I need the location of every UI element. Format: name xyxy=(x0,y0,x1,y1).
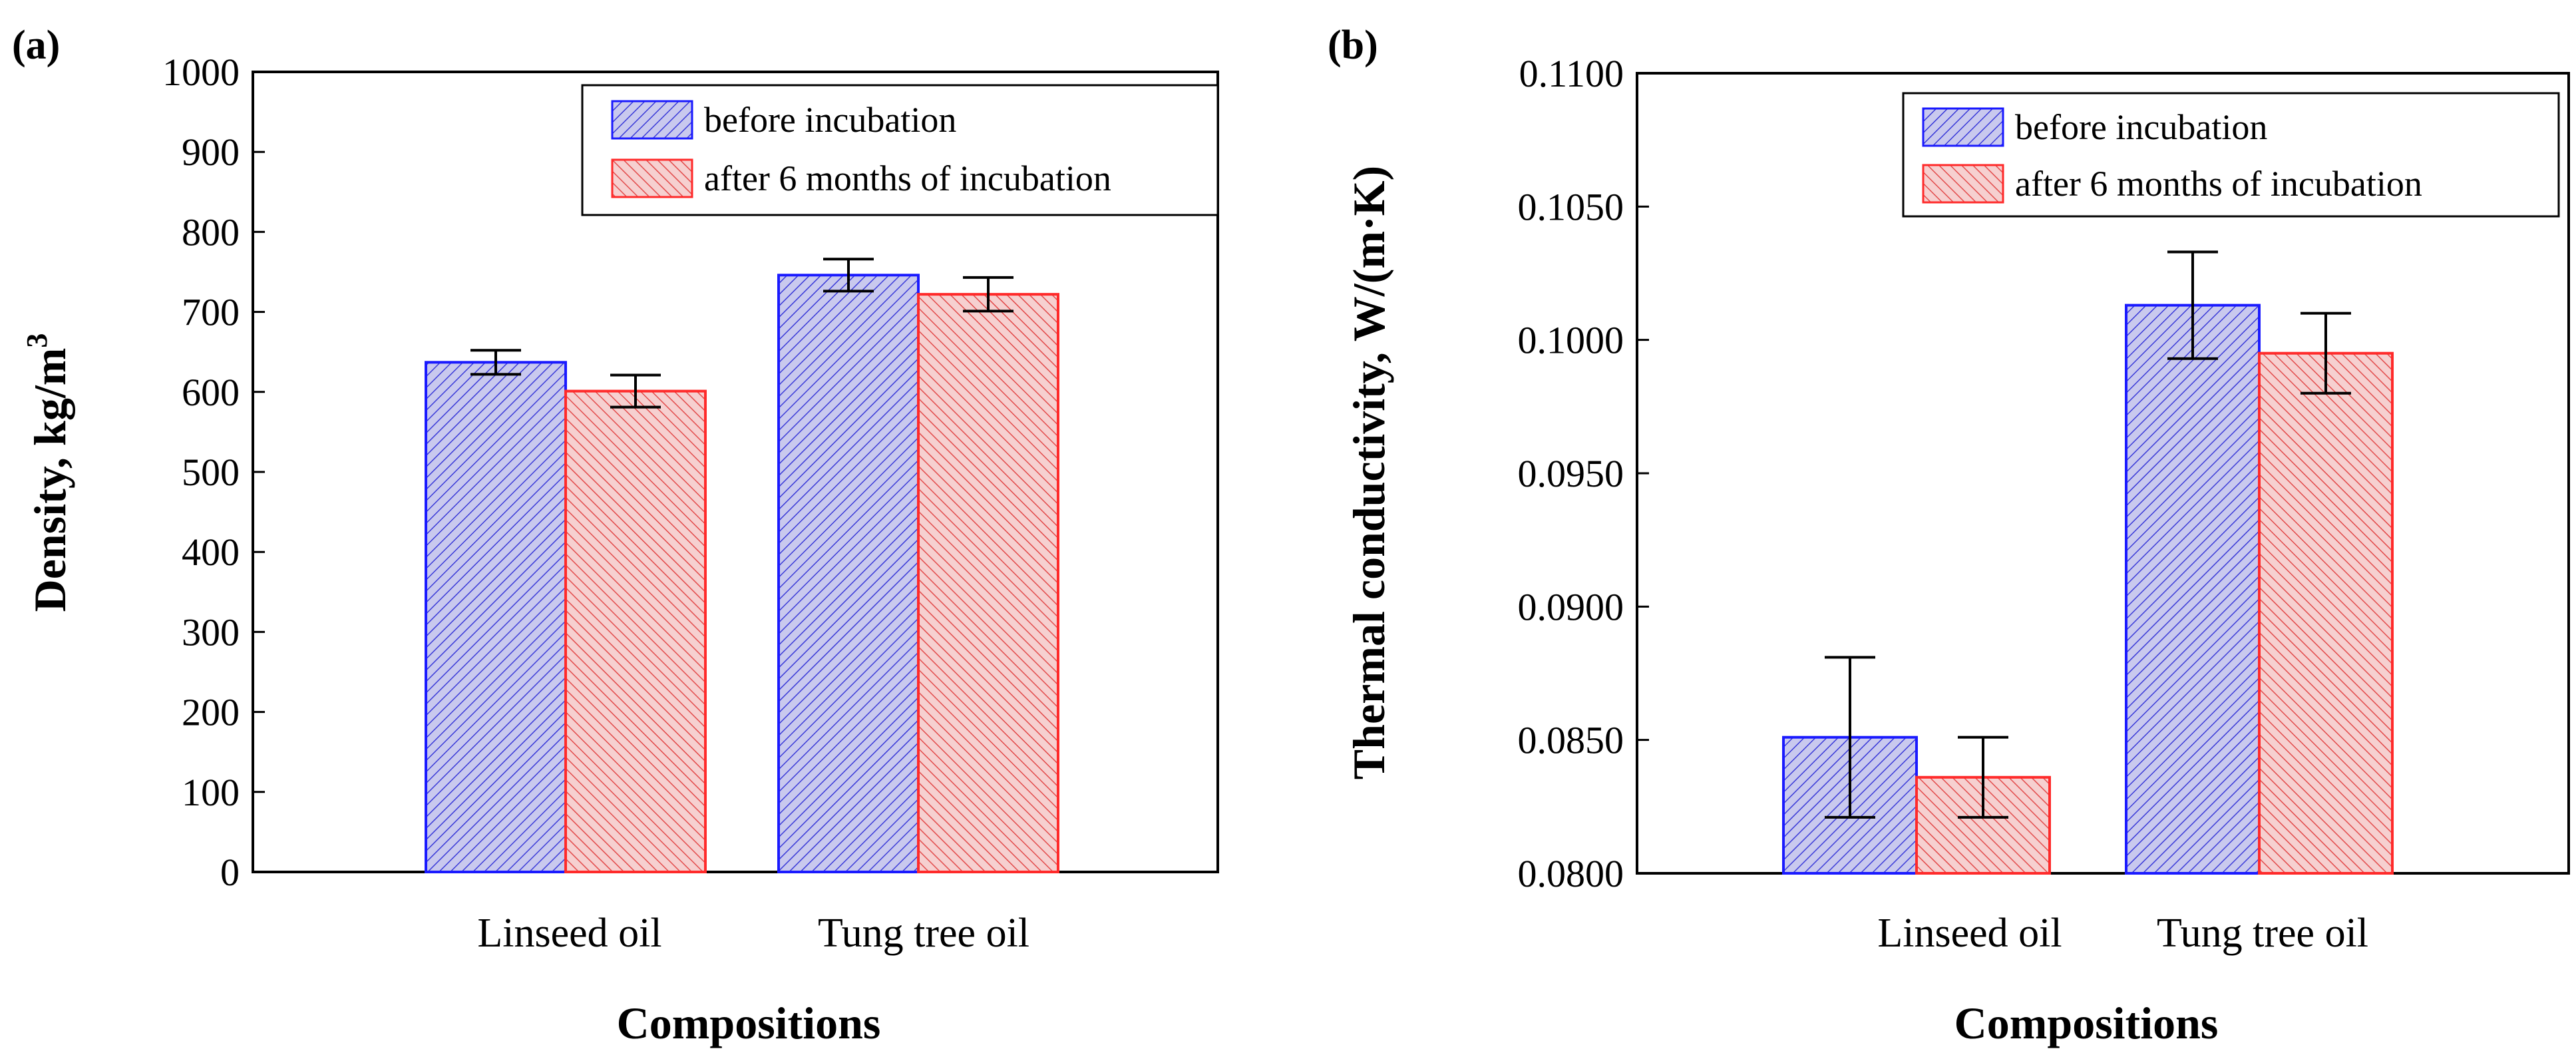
category-label-tung-b: Tung tree oil xyxy=(2157,911,2368,956)
bar-b-after-1 xyxy=(2258,351,2394,875)
error-bars-a xyxy=(470,258,1013,409)
legend-swatch-before-a xyxy=(611,100,693,140)
y-tick-label-a: 100 xyxy=(182,771,240,814)
y-tick-label-b: 0.0850 xyxy=(1518,719,1624,762)
y-tick-label-a: 600 xyxy=(182,371,240,414)
y-ticks-a: 0 100 200 300 400 500 600 700 800 900 1000 xyxy=(162,51,265,894)
y-tick-label-a: 700 xyxy=(182,291,240,334)
error-bars-b xyxy=(1825,250,2351,819)
legend-swatch-before-b xyxy=(1922,107,2004,147)
y-tick-label-a: 300 xyxy=(182,610,240,654)
bar-a-before-1 xyxy=(777,274,920,874)
legend-before-b: before incubation xyxy=(2015,107,2267,147)
y-tick-label-b: 0.1000 xyxy=(1518,319,1624,362)
category-label-tung-a: Tung tree oil xyxy=(818,911,1029,956)
x-axis-label-b: Compositions xyxy=(1954,998,2219,1048)
bar-a-after-1 xyxy=(917,293,1059,873)
y-ticks-b: 0.0800 0.0850 0.0900 0.0950 0.1000 0.1050 0.11… xyxy=(1518,52,1649,895)
svg-text:Density, kg/m3: Density, kg/m3 xyxy=(21,333,75,612)
y-tick-label-a: 200 xyxy=(182,691,240,734)
bars-a xyxy=(425,274,1059,874)
y-tick-label-a: 800 xyxy=(182,210,240,254)
y-tick-label-b: 0.0900 xyxy=(1518,585,1624,628)
y-axis-label-b-text: Thermal conductivity, W/(m·K) xyxy=(1344,166,1394,779)
y-tick-label-a: 0 xyxy=(220,851,240,894)
panel-label-b: (b) xyxy=(1328,23,1378,68)
y-tick-label-b: 0.0950 xyxy=(1518,452,1624,495)
legend-b: before incubation after 6 months of incu… xyxy=(1902,92,2560,218)
y-tick-label-a: 1000 xyxy=(162,51,240,94)
category-label-linseed-b: Linseed oil xyxy=(1877,911,2062,956)
y-tick-label-b: 0.1100 xyxy=(1519,52,1624,95)
legend-box-b xyxy=(1902,92,2560,218)
panel-density: (a) 0 100 200 300 400 500 600 700 800 900 1000 Lin… xyxy=(12,23,1219,1048)
y-tick-label-b: 0.1050 xyxy=(1518,185,1624,228)
y-axis-label-a-sup: 3 xyxy=(21,333,53,348)
legend-after-b: after 6 months of incubation xyxy=(2015,164,2422,204)
panel-thermal: (b) 0.0800 0.0850 0.0900 0.0950 0.1000 0.1050… xyxy=(1328,23,2570,1048)
category-label-linseed-a: Linseed oil xyxy=(477,911,661,956)
y-tick-label-a: 400 xyxy=(182,531,240,574)
bar-a-after-0 xyxy=(564,389,707,873)
bar-b-before-1 xyxy=(2125,304,2261,875)
panel-label-a: (a) xyxy=(12,23,60,68)
legend-swatch-after-a xyxy=(611,158,693,198)
x-axis-label-a: Compositions xyxy=(617,998,881,1048)
y-axis-label-b: Thermal conductivity, W/(m·K) xyxy=(1344,166,1394,779)
legend-a: before incubation after 6 months of incu… xyxy=(581,84,1219,216)
legend-before-a: before incubation xyxy=(704,100,956,140)
y-tick-label-b: 0.0800 xyxy=(1518,852,1624,895)
y-tick-label-a: 900 xyxy=(182,130,240,174)
legend-after-a: after 6 months of incubation xyxy=(704,158,1111,198)
legend-swatch-after-b xyxy=(1922,164,2004,204)
y-axis-label-a-text: Density, kg/m xyxy=(25,348,75,612)
bar-a-before-0 xyxy=(425,361,567,873)
y-tick-label-a: 500 xyxy=(182,451,240,494)
bars-b xyxy=(1782,304,2394,875)
y-axis-label-a: Density, kg/m3 xyxy=(21,333,75,612)
